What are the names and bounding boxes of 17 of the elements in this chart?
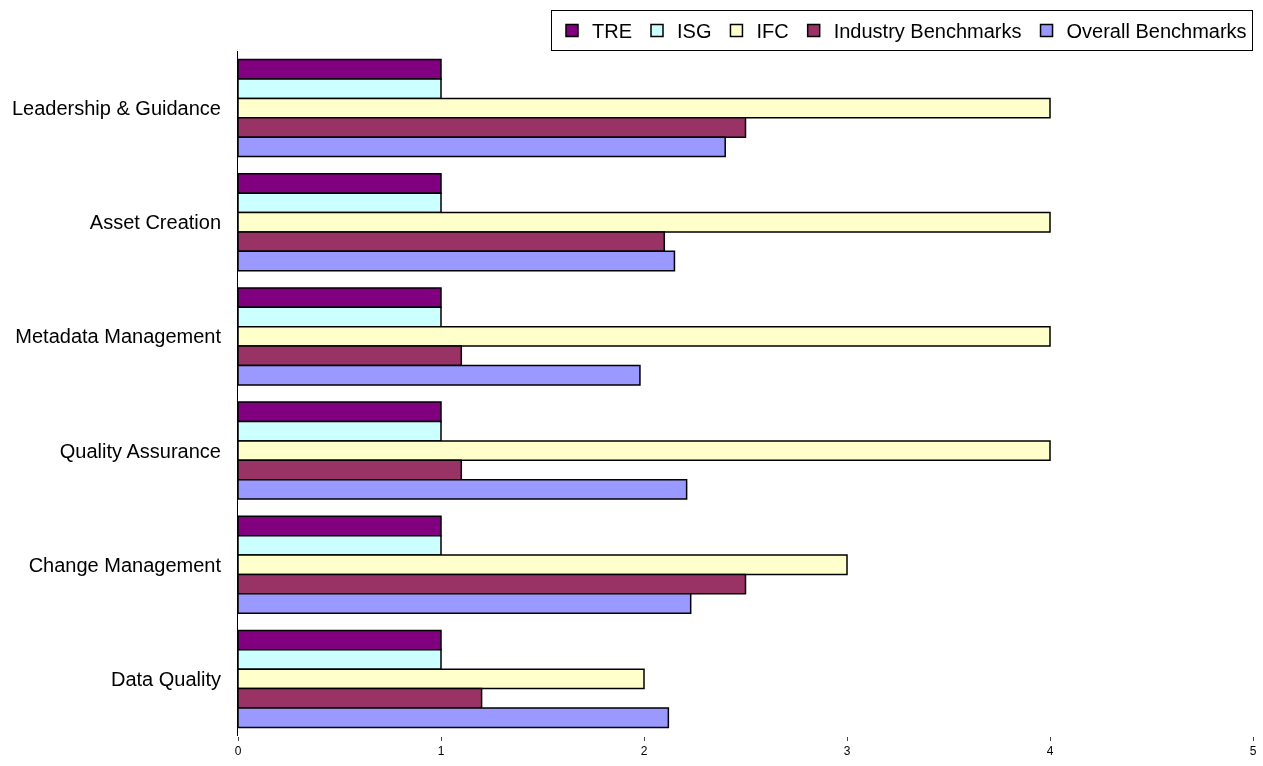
x-tick-label: 3 xyxy=(843,744,851,759)
y-tick-label: Change Management xyxy=(28,553,222,576)
legend-label: TRE xyxy=(592,20,632,43)
legend-label: IFC xyxy=(756,20,789,43)
x-tick-label: 1 xyxy=(437,744,445,759)
x-tick-label: 2 xyxy=(640,744,648,759)
legend-label: Industry Benchmarks xyxy=(833,20,1022,43)
y-tick-label: Asset Creation xyxy=(89,211,221,234)
x-tick-label: 4 xyxy=(1046,744,1054,759)
x-tick-label: 5 xyxy=(1249,744,1257,759)
legend-label: Overall Benchmarks xyxy=(1066,20,1247,43)
legend-label: ISG xyxy=(677,20,712,43)
y-tick-label: Metadata Management xyxy=(15,325,222,348)
y-tick-label: Data Quality xyxy=(110,667,221,690)
y-tick-label: Quality Assurance xyxy=(59,439,221,462)
y-tick-label: Leadership & Guidance xyxy=(11,97,221,120)
x-tick-label: 0 xyxy=(234,744,242,759)
